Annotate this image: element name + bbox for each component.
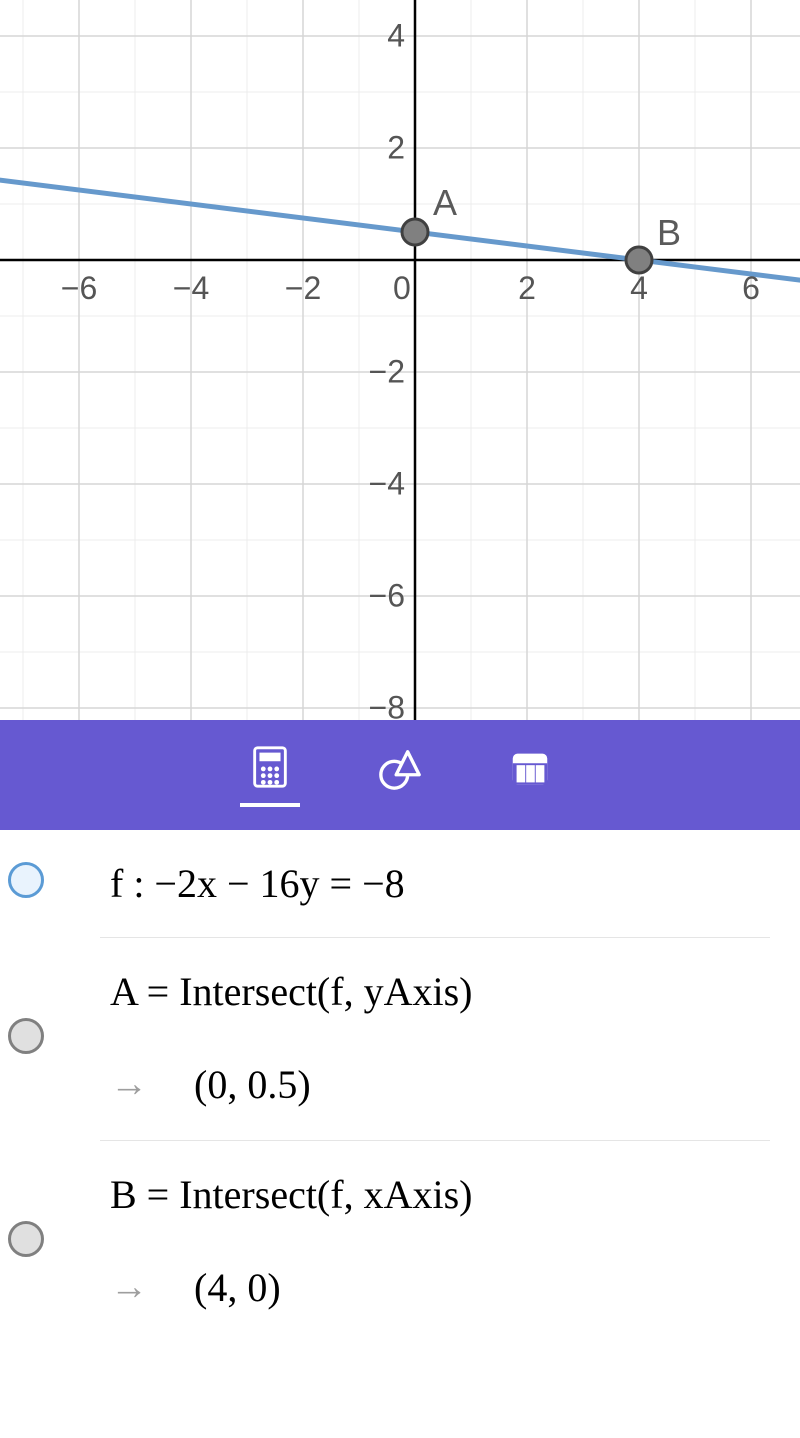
entry-result-A: (0, 0.5): [194, 1061, 311, 1108]
tab-tools[interactable]: [370, 746, 430, 805]
tab-table[interactable]: [500, 746, 560, 805]
entry-row-f[interactable]: f : −2x − 16y = −8: [0, 830, 800, 938]
result-arrow-icon: →: [110, 1063, 144, 1106]
x-tick-label: −6: [61, 270, 97, 307]
x-tick-label: −4: [173, 270, 209, 307]
y-tick-label: −6: [353, 578, 405, 615]
algebra-entries: f : −2x − 16y = −8 A = Intersect(f, yAxis…: [0, 830, 800, 1343]
result-arrow-icon: →: [110, 1266, 144, 1309]
y-tick-label: −4: [353, 466, 405, 503]
table-icon: [507, 746, 553, 797]
x-tick-label: 6: [742, 270, 760, 307]
geometry-icon: [377, 746, 423, 797]
entry-result-B: (4, 0): [194, 1264, 281, 1311]
visibility-toggle-A[interactable]: [8, 1018, 44, 1054]
point-label-A: A: [433, 182, 457, 224]
y-tick-label: −8: [353, 690, 405, 727]
entry-expression-f[interactable]: f : −2x − 16y = −8: [110, 860, 405, 907]
y-tick-label: 4: [353, 18, 405, 55]
x-tick-label: 2: [518, 270, 536, 307]
y-tick-label: 2: [353, 130, 405, 167]
entry-expression-B[interactable]: B = Intersect(f, xAxis): [110, 1171, 472, 1218]
visibility-toggle-B[interactable]: [8, 1221, 44, 1257]
entry-expression-A[interactable]: A = Intersect(f, yAxis): [110, 968, 472, 1015]
x-tick-label: 0: [393, 270, 411, 307]
x-tick-label: 4: [630, 270, 648, 307]
tab-algebra[interactable]: [240, 744, 300, 807]
point-label-B: B: [657, 212, 681, 254]
entry-row-B[interactable]: B = Intersect(f, xAxis) → (4, 0): [0, 1141, 800, 1343]
x-tick-label: −2: [285, 270, 321, 307]
visibility-toggle-f[interactable]: [8, 862, 44, 898]
view-toolbar: [0, 720, 800, 830]
y-tick-label: −2: [353, 354, 405, 391]
graph-canvas[interactable]: −8−6−4−20246−8−6−4−224AB: [0, 0, 800, 720]
entry-row-A[interactable]: A = Intersect(f, yAxis) → (0, 0.5): [0, 938, 800, 1141]
calculator-icon: [247, 744, 293, 795]
